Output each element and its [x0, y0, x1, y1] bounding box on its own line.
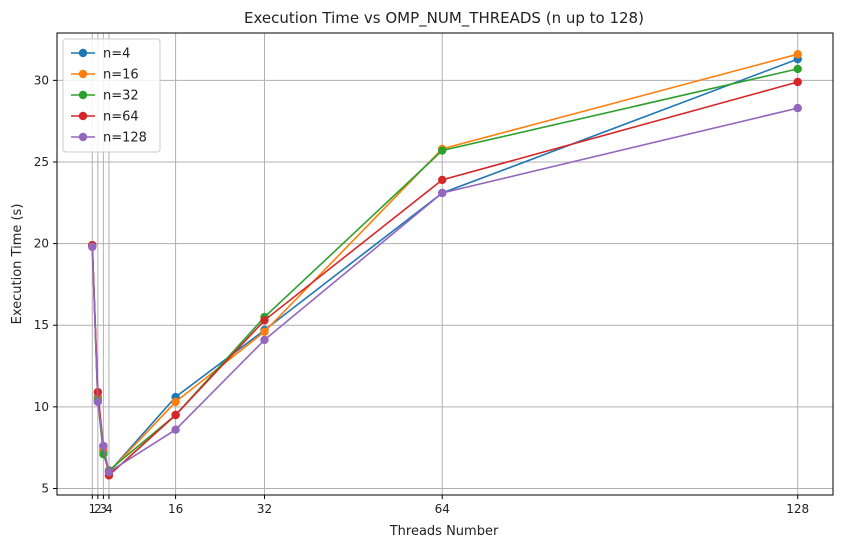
data-point [171, 425, 180, 434]
data-point [93, 397, 103, 407]
legend-item: n=16 [71, 68, 139, 83]
data-point [793, 103, 802, 113]
legend-marker [78, 132, 88, 142]
y-tick-label: 15 [34, 318, 49, 332]
legend-marker [78, 69, 88, 79]
legend-label: n=32 [103, 89, 139, 104]
legend-item: n=128 [71, 131, 147, 146]
data-point [171, 410, 180, 420]
data-point [438, 188, 447, 198]
x-tick-label: 32 [257, 502, 272, 516]
series-line [91, 68, 798, 472]
legend: n=4 n=16 n=32 n=64 n=128 [62, 38, 161, 153]
series-line [91, 58, 798, 474]
series-line [91, 107, 798, 474]
x-axis-label: Threads Number [389, 524, 499, 539]
legend-label: n=64 [103, 110, 139, 125]
data-point [793, 64, 802, 74]
data-point [171, 397, 180, 407]
data-point [438, 146, 447, 155]
series-line [91, 81, 798, 477]
x-tick-label: 128 [786, 502, 809, 516]
data-point [99, 441, 108, 451]
y-tick-label: 25 [34, 155, 49, 169]
plot-frame [56, 32, 834, 496]
data-point [793, 77, 802, 87]
data-point [88, 242, 97, 252]
y-axis: 5 10 15 20 25 30 [34, 73, 57, 495]
data-point [438, 175, 447, 185]
series-layer [88, 50, 802, 480]
x-tick-label: 16 [168, 502, 183, 516]
data-point [260, 335, 269, 345]
series-n-4 [88, 54, 802, 477]
legend-item: n=64 [71, 110, 139, 125]
legend-marker [78, 90, 88, 100]
y-tick-label: 20 [34, 237, 49, 251]
y-axis-label: Execution Time (s) [10, 204, 25, 325]
x-tick-label: 64 [435, 502, 450, 516]
legend-label: n=128 [103, 131, 147, 146]
data-point [260, 316, 269, 325]
legend-marker [78, 48, 88, 58]
series-n-32 [88, 64, 802, 475]
legend-label: n=16 [103, 68, 139, 83]
series-n-16 [88, 50, 802, 477]
x-tick-label: 4 [105, 502, 113, 516]
y-tick-label: 10 [34, 400, 49, 414]
data-point [793, 50, 802, 59]
x-tick-label: 1 [88, 502, 96, 516]
legend-box [62, 38, 161, 153]
legend-marker [78, 111, 88, 121]
x-tick-label: 3 [100, 502, 108, 516]
y-tick-label: 5 [41, 481, 49, 495]
grid-lines [57, 33, 833, 495]
series-n-128 [88, 103, 802, 477]
y-tick-label: 30 [34, 73, 49, 87]
data-point [104, 467, 114, 477]
series-line [91, 53, 798, 474]
chart-title: Execution Time vs OMP_NUM_THREADS (n up … [244, 9, 644, 28]
legend-item: n=4 [71, 47, 130, 62]
legend-item: n=32 [71, 89, 139, 104]
data-point [260, 327, 269, 336]
legend-label: n=4 [103, 47, 130, 62]
x-tick-label: 2 [94, 502, 102, 516]
series-n-64 [88, 77, 802, 480]
